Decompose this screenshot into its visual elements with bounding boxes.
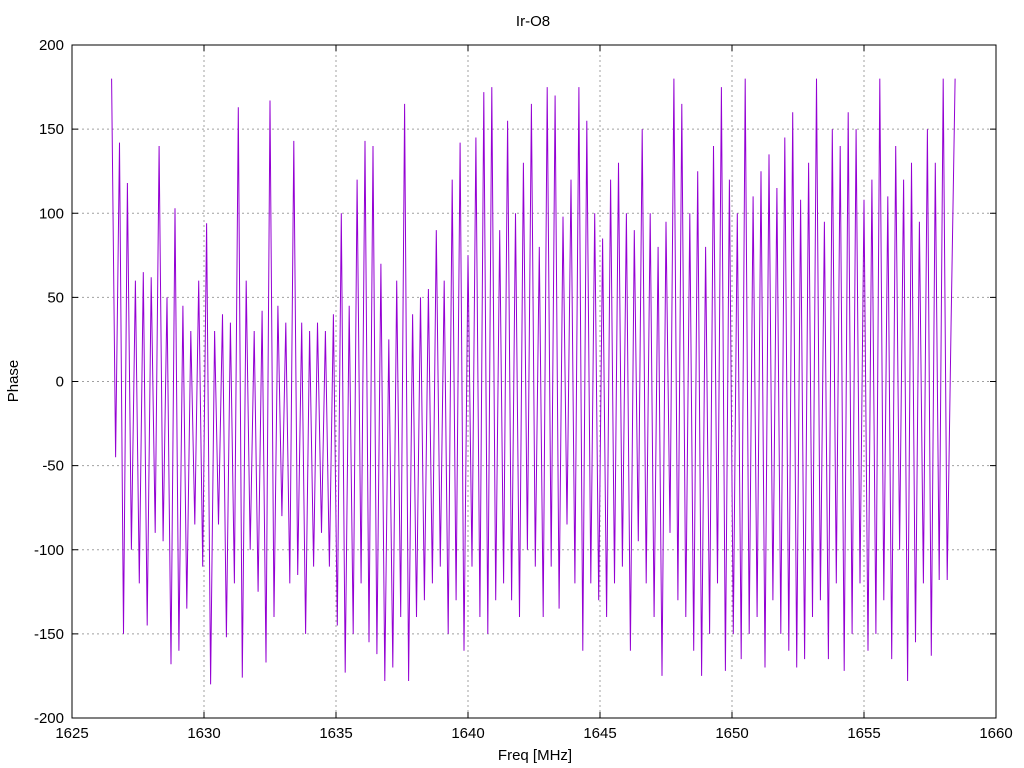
y-tick-label: -200 bbox=[34, 710, 64, 727]
x-tick-label: 1625 bbox=[55, 725, 88, 742]
phase-series-line bbox=[111, 78, 956, 685]
phase-series bbox=[111, 78, 956, 685]
y-tick-label: 150 bbox=[39, 121, 64, 138]
y-tick-label: -50 bbox=[42, 458, 64, 475]
y-axis-label: Phase bbox=[5, 360, 22, 403]
plot-frame bbox=[71, 44, 997, 719]
x-tick-label: 1655 bbox=[847, 725, 880, 742]
y-tick-label: 200 bbox=[39, 37, 64, 54]
y-tick-label: -100 bbox=[34, 542, 64, 559]
x-tick-label: 1635 bbox=[319, 725, 352, 742]
x-tick-label: 1650 bbox=[715, 725, 748, 742]
y-tick-label: 50 bbox=[47, 289, 64, 306]
y-tick-label: 0 bbox=[56, 374, 64, 391]
x-tick-label: 1640 bbox=[451, 725, 484, 742]
chart-title: Ir-O8 bbox=[516, 13, 550, 30]
x-tick-label: 1660 bbox=[979, 725, 1012, 742]
axis-ticks: 1625 1630 1635 1640 1645 1650 1655 1660 200 150 10… bbox=[34, 37, 1013, 742]
x-tick-label: 1645 bbox=[583, 725, 616, 742]
y-tick-label: -150 bbox=[34, 626, 64, 643]
x-axis-label: Freq [MHz] bbox=[498, 747, 572, 764]
y-tick-label: 100 bbox=[39, 205, 64, 222]
x-tick-label: 1630 bbox=[187, 725, 220, 742]
